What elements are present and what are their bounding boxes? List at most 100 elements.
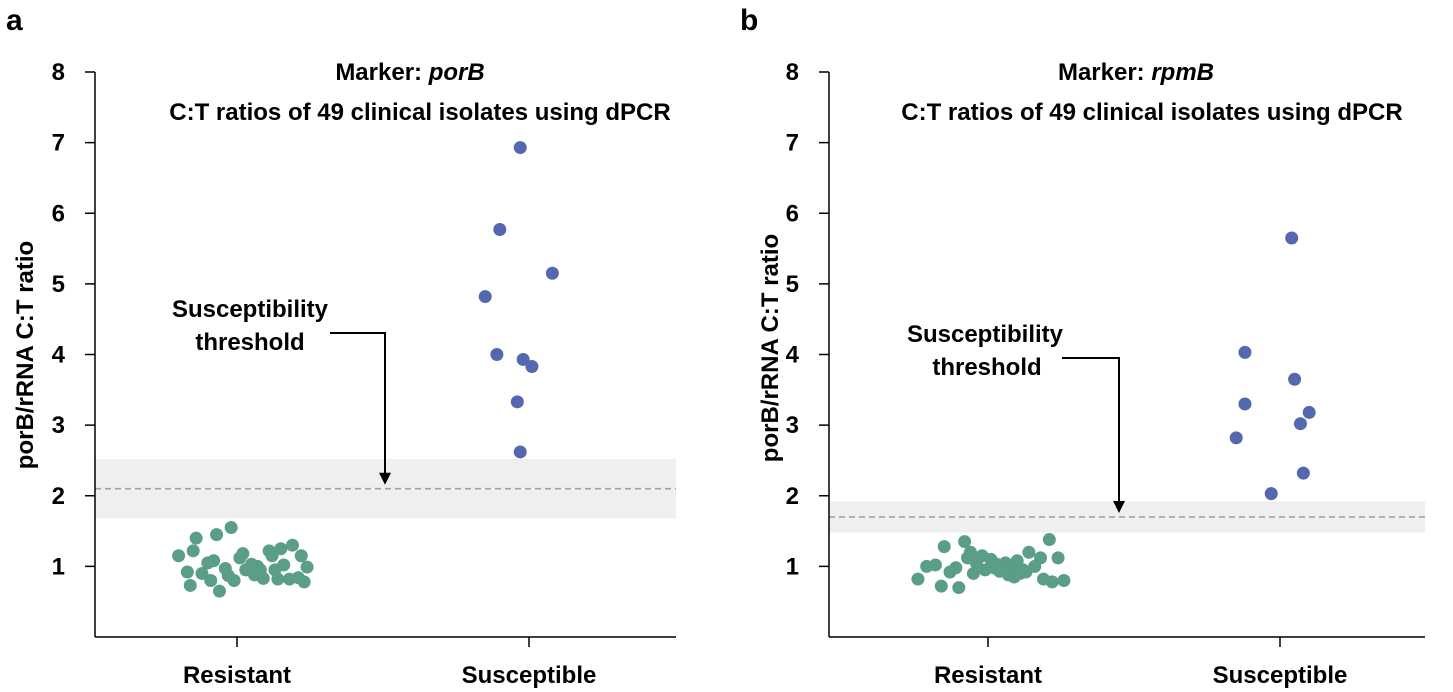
y-tick-label: 2 (786, 483, 799, 510)
threshold-band (829, 501, 1425, 533)
data-point-resistant (265, 549, 279, 563)
y-tick-label: 4 (52, 342, 66, 369)
data-point-resistant (1057, 574, 1071, 587)
y-tick-label: 5 (52, 271, 65, 298)
data-point-susceptible (1229, 431, 1243, 445)
chart-title-line2: C:T ratios of 49 clinical isolates using… (901, 99, 1402, 126)
y-tick-label: 4 (786, 342, 800, 369)
y-tick-label: 3 (52, 412, 65, 439)
data-point-resistant (300, 560, 314, 574)
data-point-resistant (1042, 533, 1056, 547)
data-point-resistant (274, 542, 288, 556)
data-point-susceptible (490, 348, 504, 361)
threshold-arrow-line (1062, 357, 1120, 507)
data-point-susceptible (513, 445, 527, 459)
data-point-susceptible (478, 290, 492, 304)
data-point-susceptible (1296, 466, 1310, 480)
data-point-susceptible (493, 222, 507, 236)
data-point-resistant (207, 554, 221, 568)
panel-letter: a (6, 4, 23, 37)
threshold-arrow-head (1113, 500, 1125, 513)
y-tick-label: 6 (786, 200, 799, 227)
threshold-annotation-line2: threshold (932, 354, 1041, 381)
data-point-resistant (212, 584, 226, 598)
data-point-resistant (297, 575, 311, 589)
data-point-susceptible (525, 360, 539, 374)
y-tick-label: 6 (52, 200, 65, 227)
y-tick-label: 1 (52, 553, 65, 580)
panel-letter: b (740, 4, 758, 37)
chart-title-line1: Marker: porB (335, 59, 484, 86)
data-point-resistant (183, 578, 197, 592)
chart-title-line1: Marker: rpmB (1058, 59, 1214, 86)
y-tick-label: 2 (52, 483, 65, 510)
data-point-resistant (1013, 566, 1027, 580)
data-point-resistant (256, 571, 270, 585)
x-category-label-resistant: Resistant (183, 662, 291, 689)
data-point-resistant (227, 574, 241, 587)
data-point-resistant (963, 545, 977, 559)
data-point-resistant (189, 531, 203, 545)
threshold-annotation-line2: threshold (195, 329, 304, 356)
y-ticks: 1 2 3 4 5 6 7 8 (52, 59, 95, 580)
data-point-resistant (180, 565, 194, 579)
data-point-resistant (204, 574, 218, 587)
data-point-resistant (958, 535, 972, 549)
data-point-resistant (236, 547, 250, 561)
data-point-susceptible (510, 395, 524, 409)
y-tick-label: 7 (52, 130, 65, 157)
data-point-susceptible (1293, 417, 1307, 431)
y-tick-label: 1 (786, 553, 799, 580)
data-point-resistant (934, 579, 948, 593)
y-axis-label: porB/rRNA C:T ratio (757, 234, 784, 462)
data-point-resistant (285, 538, 299, 552)
data-point-resistant (210, 528, 224, 542)
threshold-annotation-line1: Susceptibility (172, 296, 329, 323)
data-points (172, 141, 559, 598)
chart-title-line2: C:T ratios of 49 clinical isolates using… (169, 99, 670, 126)
data-point-susceptible (545, 266, 559, 280)
panel-a: a Marker: porB C:T ratios of 49 clinical… (6, 4, 676, 689)
data-point-resistant (966, 566, 980, 580)
data-point-resistant (911, 572, 925, 586)
data-point-resistant (1034, 551, 1048, 565)
y-tick-label: 7 (786, 130, 799, 157)
data-point-resistant (1022, 545, 1036, 559)
threshold-arrow-head (379, 472, 391, 485)
y-tick-label: 8 (52, 59, 65, 86)
x-category-label-susceptible: Susceptible (462, 662, 597, 689)
data-point-susceptible (1238, 345, 1252, 359)
data-point-susceptible (513, 141, 527, 155)
data-point-susceptible (516, 352, 530, 366)
y-ticks: 1 2 3 4 5 6 7 8 (786, 59, 829, 580)
data-point-resistant (224, 521, 238, 535)
data-point-resistant (186, 544, 200, 558)
data-point-resistant (928, 558, 942, 572)
x-category-label-resistant: Resistant (934, 662, 1042, 689)
data-point-resistant (952, 581, 966, 595)
data-point-susceptible (1302, 405, 1316, 419)
data-point-resistant (949, 561, 963, 575)
data-point-resistant (937, 540, 951, 554)
data-point-susceptible (1264, 487, 1278, 501)
threshold-annotation-line1: Susceptibility (907, 321, 1064, 348)
panel-b: b Marker: rpmB C:T ratios of 49 clinical… (740, 4, 1425, 689)
y-tick-label: 3 (786, 412, 799, 439)
data-point-resistant (1045, 575, 1059, 589)
data-point-resistant (172, 549, 186, 563)
axes (828, 72, 1425, 647)
data-point-susceptible (1285, 231, 1299, 245)
y-tick-label: 8 (786, 59, 799, 86)
y-tick-label: 5 (786, 271, 799, 298)
data-points (911, 231, 1316, 595)
data-point-resistant (1051, 551, 1065, 565)
threshold-arrow-line (330, 332, 386, 479)
data-point-resistant (268, 563, 282, 577)
data-point-resistant (996, 563, 1010, 577)
x-category-label-susceptible: Susceptible (1213, 662, 1348, 689)
y-axis-label: porB/rRNA C:T ratio (12, 241, 39, 469)
data-point-susceptible (1238, 397, 1252, 411)
data-point-resistant (294, 549, 308, 563)
data-point-susceptible (1288, 372, 1302, 386)
